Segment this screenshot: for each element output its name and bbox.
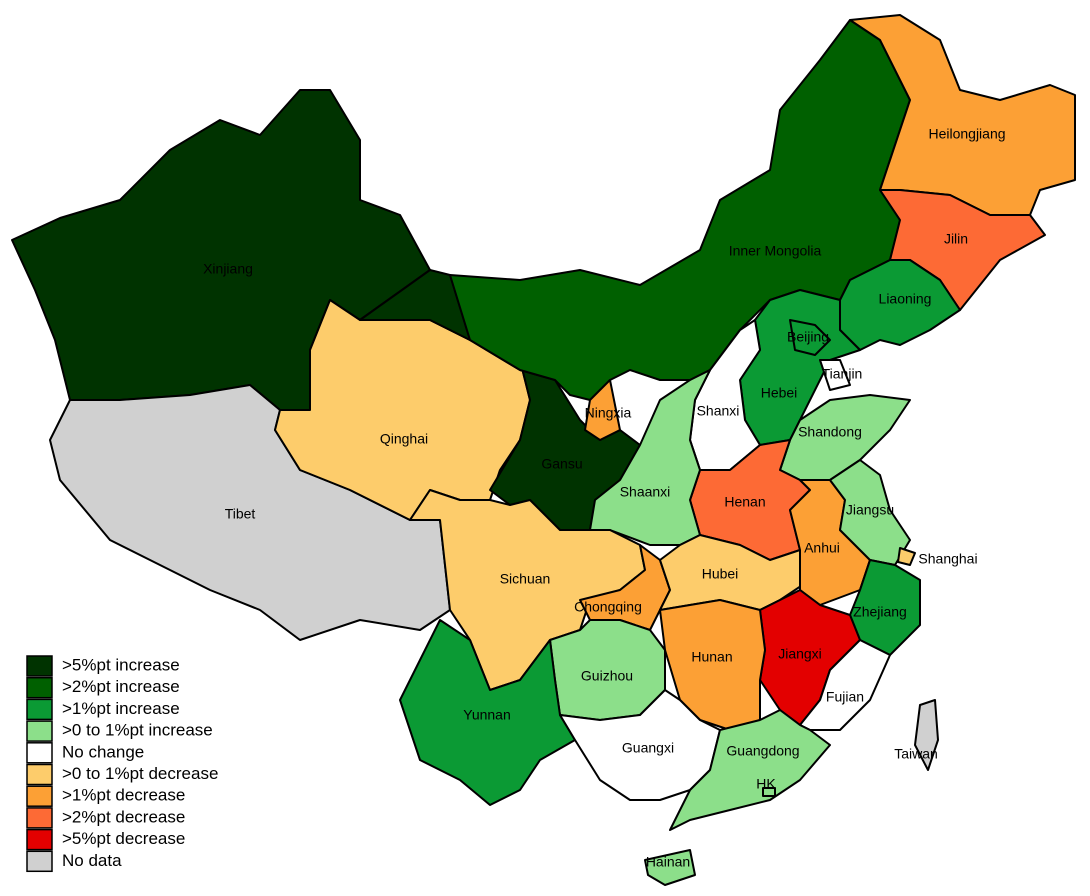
legend-swatch xyxy=(26,720,53,742)
region xyxy=(644,849,696,886)
region-label: Jilin xyxy=(944,231,968,247)
region-label: Fujian xyxy=(826,689,864,705)
region xyxy=(399,619,576,806)
legend-label: >5%pt increase xyxy=(62,655,180,674)
region xyxy=(584,379,621,441)
region-label: Shanghai xyxy=(918,551,977,567)
legend-swatch xyxy=(26,828,53,851)
legend-swatch xyxy=(26,742,53,764)
region xyxy=(669,709,831,831)
region-label: Tibet xyxy=(225,506,256,522)
region-label: Tianjin xyxy=(822,366,863,382)
region-label: Beijing xyxy=(787,329,829,345)
legend-label: >1%pt increase xyxy=(62,699,180,718)
region-label: Qinghai xyxy=(380,431,428,447)
legend-label: >5%pt decrease xyxy=(62,829,185,848)
region-label: Xinjiang xyxy=(203,261,253,277)
region xyxy=(589,369,711,546)
legend-swatch xyxy=(26,676,53,699)
legend-label: >2%pt decrease xyxy=(62,807,185,826)
region-label: Yunnan xyxy=(463,707,511,723)
region-label: Sichuan xyxy=(500,571,551,587)
region xyxy=(762,787,776,797)
region-label: Henan xyxy=(724,494,765,510)
region-label: Guangxi xyxy=(622,740,674,756)
regions xyxy=(11,14,1076,886)
legend: >5%pt increase >2%pt increase >1%pt increa… xyxy=(26,655,218,873)
region xyxy=(897,547,916,566)
region-label: Chongqing xyxy=(574,599,642,615)
region xyxy=(849,14,1076,216)
legend-label: No data xyxy=(62,851,122,870)
region-label: Hainan xyxy=(646,854,690,870)
region xyxy=(914,699,939,771)
legend-swatch xyxy=(26,850,53,873)
region-label: Jiangsu xyxy=(846,502,894,518)
legend-swatch xyxy=(26,655,53,677)
region xyxy=(659,599,766,731)
region-label: Zhejiang xyxy=(853,604,907,620)
region-label: Liaoning xyxy=(879,291,932,307)
region-label: Shaanxi xyxy=(620,484,671,500)
region-label: Hubei xyxy=(702,566,739,582)
legend-label: >0 to 1%pt increase xyxy=(62,721,213,740)
legend-label: >2%pt increase xyxy=(62,677,180,696)
region-label: Ningxia xyxy=(585,405,632,421)
region-label: Guangdong xyxy=(726,743,799,759)
region-label: Hunan xyxy=(691,649,732,665)
region-label: Inner Mongolia xyxy=(729,243,822,259)
region-label: Guizhou xyxy=(581,668,633,684)
legend-swatch xyxy=(26,807,53,829)
region xyxy=(789,319,831,356)
region-label: HK xyxy=(756,776,776,792)
region xyxy=(819,359,851,391)
region-label: Taiwan xyxy=(894,746,938,762)
region-label: Gansu xyxy=(541,456,582,472)
legend-swatch xyxy=(26,698,53,721)
legend-label: No change xyxy=(62,742,144,761)
region xyxy=(839,259,961,351)
region-label: Jiangxi xyxy=(778,646,822,662)
legend-swatch xyxy=(26,785,53,807)
region-label: Anhui xyxy=(804,540,840,556)
region-label: Shandong xyxy=(798,424,862,440)
labels: Xinjiang Tibet Qinghai Gansu Inner Mongolia H… xyxy=(203,126,1005,870)
legend-swatch xyxy=(26,763,53,786)
region-label: Heilongjiang xyxy=(928,126,1005,142)
legend-label: >1%pt decrease xyxy=(62,786,185,805)
legend-label: >0 to 1%pt decrease xyxy=(62,764,218,783)
region-label: Hebei xyxy=(761,385,798,401)
region-label: Shanxi xyxy=(697,403,740,419)
